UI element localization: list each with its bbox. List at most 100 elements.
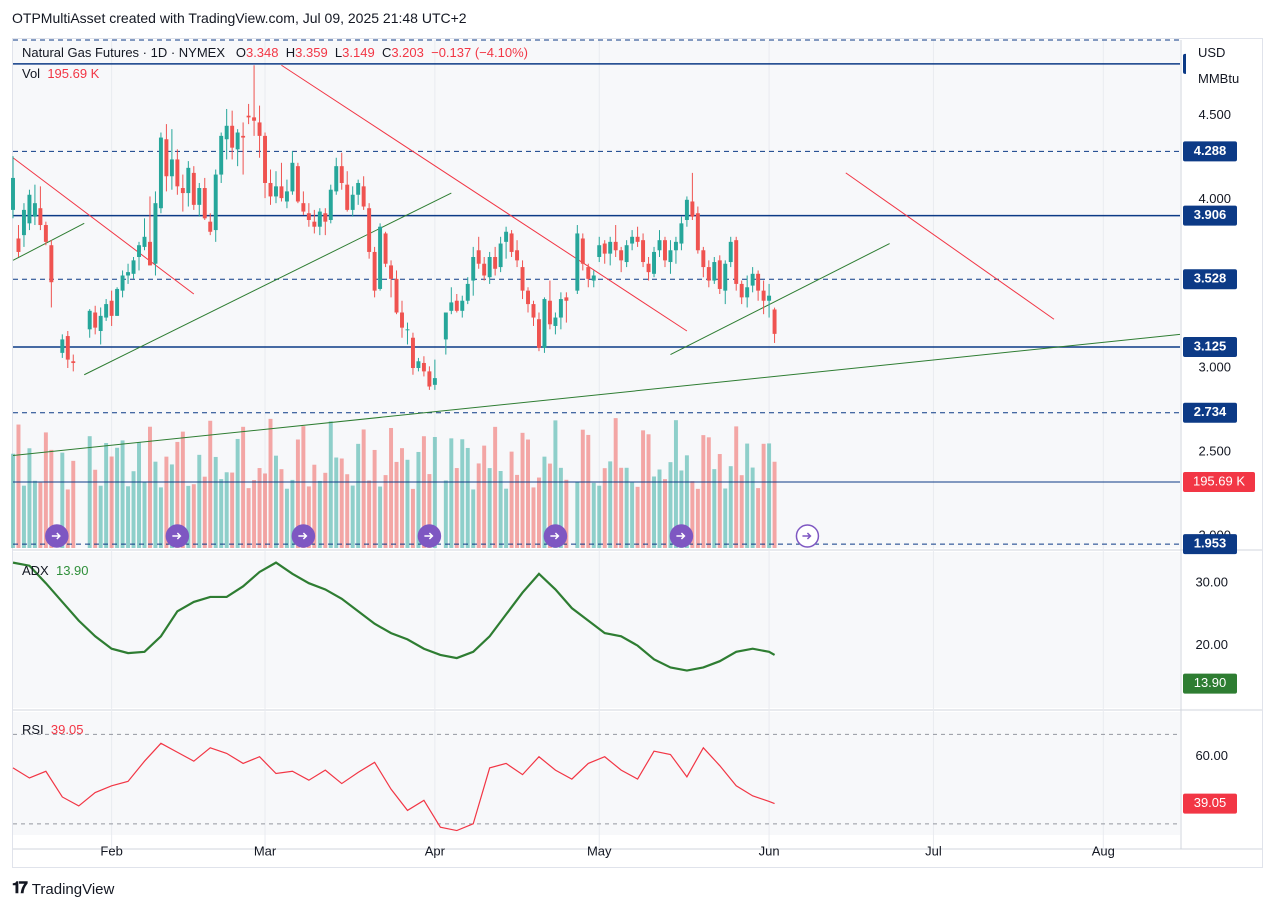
volume-bar xyxy=(65,489,70,548)
candle-body xyxy=(712,262,717,281)
candle-body xyxy=(49,245,54,283)
volume-bar xyxy=(356,443,361,548)
candle-body xyxy=(673,241,678,251)
candle-body xyxy=(520,267,525,291)
volume-bar xyxy=(641,430,646,548)
rsi-axis-badge xyxy=(1183,793,1237,814)
candle-body xyxy=(323,213,328,222)
volume-bar xyxy=(558,467,563,548)
adx-legend-value: 13.90 xyxy=(55,563,89,578)
volume-bar xyxy=(290,479,295,548)
volume-bar xyxy=(306,486,311,548)
volume-bar xyxy=(591,482,596,548)
adx-axis-tick: 30.00 xyxy=(1195,575,1228,590)
candle-body xyxy=(750,273,755,286)
candle-body xyxy=(21,209,26,236)
candle-body xyxy=(279,186,284,199)
volume-bar xyxy=(224,472,229,548)
volume-bar xyxy=(361,429,366,548)
candle-body xyxy=(668,250,673,263)
rsi-axis-value: 39.05 xyxy=(1194,795,1227,810)
volume-bar xyxy=(646,434,651,548)
adx-pane-bg xyxy=(13,552,1180,708)
legend-high-label: H xyxy=(285,45,296,60)
candle-body xyxy=(756,273,761,291)
volume-bar xyxy=(301,426,306,548)
volume-legend-value: 195.69 K xyxy=(47,66,100,81)
candle-body xyxy=(432,378,437,385)
candle-body xyxy=(32,203,37,217)
candle-body xyxy=(87,310,92,330)
volume-bar xyxy=(613,418,618,548)
candle-body xyxy=(175,159,180,187)
volume-bar xyxy=(772,461,777,548)
candle-body xyxy=(547,300,552,325)
candle-body xyxy=(460,300,465,311)
adx-axis-badge xyxy=(1183,673,1237,694)
candle-body xyxy=(449,302,454,311)
volume-bar xyxy=(509,451,514,548)
volume-bar xyxy=(367,480,372,548)
candle-body xyxy=(493,256,498,269)
candle-body xyxy=(38,208,43,226)
time-axis-tick: Apr xyxy=(425,843,446,858)
candle-body xyxy=(274,186,278,197)
candle-body xyxy=(213,174,218,231)
candle-body xyxy=(180,188,185,194)
candle-body xyxy=(471,256,476,281)
volume-bar xyxy=(443,480,448,548)
volume-bar xyxy=(295,439,300,548)
legend-high: 3.359 xyxy=(295,45,328,60)
candle-body xyxy=(268,182,273,197)
volume-bar xyxy=(701,435,706,548)
adx-line xyxy=(12,561,776,672)
volume-bar xyxy=(378,486,383,548)
volume-bar xyxy=(663,479,667,548)
volume-bar xyxy=(158,487,163,548)
candle-body xyxy=(142,236,147,247)
adx-legend: ADX 13.90 xyxy=(22,563,89,578)
volume-bar xyxy=(71,460,76,548)
candle-body xyxy=(701,250,706,268)
volume-bar xyxy=(279,469,284,548)
volume-bar xyxy=(383,475,388,548)
volume-bar xyxy=(389,427,394,548)
volume-bar xyxy=(219,479,224,548)
volume-bar xyxy=(471,489,476,548)
volume-bar xyxy=(32,480,37,548)
candle-body xyxy=(602,243,607,254)
candle-body xyxy=(372,251,377,291)
candle-body xyxy=(246,115,251,118)
red-trendline xyxy=(12,157,195,295)
volume-bar xyxy=(197,454,202,548)
event-arrow-icon xyxy=(550,532,560,540)
candle-body xyxy=(723,263,728,291)
volume-bar xyxy=(690,481,695,548)
tradingview-logo[interactable]: 𝟏𝟕 TradingView xyxy=(12,880,114,898)
candle-body xyxy=(575,233,580,291)
currency-unit-selector[interactable]: USD MMBtu xyxy=(1186,40,1258,100)
chart-frame[interactable] xyxy=(12,38,1263,868)
candle-body xyxy=(663,240,667,261)
candle-body xyxy=(635,236,640,242)
time-axis-tick: Aug xyxy=(1092,843,1115,858)
candle-body xyxy=(690,201,695,217)
volume-bar xyxy=(712,469,717,548)
volume-bar xyxy=(487,468,492,548)
candle-body xyxy=(536,319,541,348)
candle-body xyxy=(230,125,235,148)
candle-body xyxy=(158,137,163,209)
candle-body xyxy=(339,166,344,183)
volume-bar xyxy=(695,488,700,548)
volume-bar xyxy=(191,484,196,548)
candle-body xyxy=(421,362,426,372)
candle-body xyxy=(306,213,311,220)
volume-bar xyxy=(717,454,722,548)
candle-body xyxy=(197,188,202,205)
candle-body xyxy=(443,312,448,340)
volume-bar xyxy=(504,488,509,548)
candle-body xyxy=(120,275,125,291)
volume-bar xyxy=(427,474,432,548)
time-axis-tick: Jul xyxy=(925,843,942,858)
